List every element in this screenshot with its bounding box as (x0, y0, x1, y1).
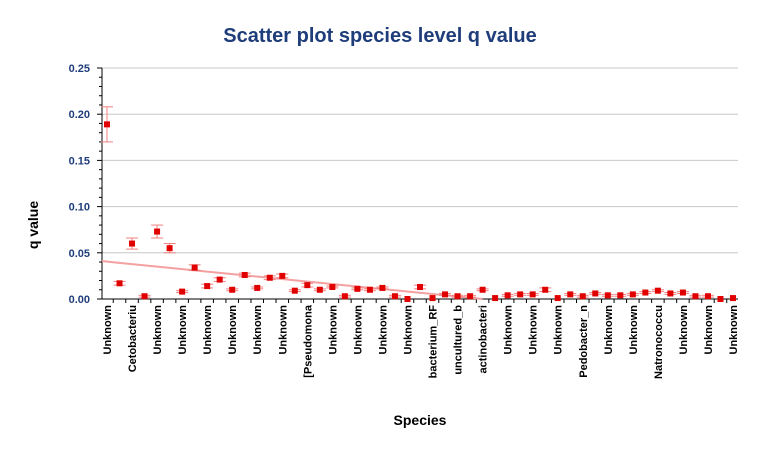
x-tick-label: Unknown (252, 305, 264, 355)
data-point (542, 286, 549, 293)
x-tick-label: Unknown (503, 305, 515, 355)
x-tick-label: Unknown (528, 305, 540, 355)
data-point (379, 284, 386, 291)
data-point (129, 240, 136, 247)
data-point (592, 290, 599, 297)
data-point (216, 276, 223, 283)
data-point (617, 292, 624, 299)
data-point (116, 280, 123, 287)
y-tick-label: 0.00 (69, 294, 90, 306)
x-tick-label: Natronococcu (653, 305, 665, 379)
x-axis-ticks: Unknown Cetobacteriu Unknown Unknown Unknown… (102, 299, 740, 379)
x-tick-label: uncultured_b (453, 305, 465, 375)
data-point (354, 285, 361, 292)
data-point (166, 245, 173, 252)
data-point (229, 286, 236, 293)
data-point (266, 274, 273, 281)
x-tick-label: Unknown (202, 305, 214, 355)
x-tick-label: Cetobacteriu (127, 305, 139, 372)
data-point (642, 289, 649, 296)
data-point (667, 290, 674, 297)
data-point (604, 292, 611, 299)
data-point (204, 283, 211, 290)
x-tick-label: Unknown (227, 305, 239, 355)
y-tick-label: 0.05 (69, 248, 90, 260)
x-tick-label: Unknown (102, 305, 114, 355)
data-point (504, 292, 511, 299)
data-point (329, 283, 336, 290)
data-point (154, 228, 161, 235)
data-point (567, 291, 574, 298)
y-tick-label: 0.20 (69, 109, 90, 121)
trendline (101, 260, 483, 300)
data-point (679, 289, 686, 296)
data-point (492, 295, 499, 302)
data-point (104, 121, 110, 128)
data-point (304, 282, 311, 289)
x-tick-label: Unknown (628, 305, 640, 355)
data-point (704, 293, 711, 300)
data-points (104, 121, 736, 302)
x-tick-label: Unknown (152, 305, 164, 355)
data-point (366, 286, 373, 293)
data-point (654, 287, 661, 294)
data-point (629, 291, 636, 298)
x-tick-label: bacterium_RF (428, 305, 440, 379)
data-point (191, 264, 198, 271)
data-point (730, 295, 736, 302)
data-point (391, 293, 398, 300)
data-point (241, 271, 248, 278)
data-point (467, 293, 474, 300)
y-axis-ticks: 0.00 0.05 0.10 0.15 0.20 0.25 (69, 63, 102, 306)
x-tick-label: actinobacteri (478, 305, 490, 373)
data-point (579, 293, 586, 300)
y-tick-label: 0.25 (69, 63, 90, 75)
y-axis-title: q value (25, 201, 41, 249)
data-point (254, 284, 261, 291)
linear-trendline (101, 260, 483, 300)
x-tick-label: Unknown (402, 305, 414, 355)
data-point (291, 287, 298, 294)
gridlines (102, 67, 738, 254)
data-point (479, 286, 486, 293)
data-point (554, 295, 561, 302)
data-point (692, 293, 699, 300)
x-tick-label: Unknown (678, 305, 690, 355)
x-tick-label: [Pseudomona (302, 304, 314, 378)
data-point (316, 286, 323, 293)
data-point (454, 293, 461, 300)
x-tick-label: Unknown (703, 305, 715, 355)
x-tick-label: Unknown (327, 305, 339, 355)
x-tick-label: Unknown (277, 305, 289, 355)
data-point (404, 296, 411, 302)
data-point (517, 291, 524, 298)
x-axis-title: Species (394, 412, 447, 428)
data-point (279, 272, 286, 279)
y-tick-label: 0.15 (69, 155, 90, 167)
data-point (179, 288, 186, 295)
y-tick-label: 0.10 (69, 202, 90, 214)
chart-title: Scatter plot species level q value (223, 25, 536, 47)
x-tick-label: Pedobacter_n (578, 305, 590, 378)
x-tick-label: Unknown (728, 305, 740, 355)
data-point (529, 291, 536, 298)
data-point (141, 293, 148, 300)
x-tick-label: Unknown (603, 305, 615, 355)
data-point (429, 295, 436, 302)
x-tick-label: Unknown (553, 305, 565, 355)
data-point (341, 293, 348, 300)
data-point (717, 296, 724, 302)
data-point (442, 291, 449, 298)
x-tick-label: Unknown (377, 305, 389, 355)
x-tick-label: Unknown (177, 305, 189, 355)
data-point (417, 283, 423, 290)
x-tick-label: Unknown (352, 305, 364, 355)
